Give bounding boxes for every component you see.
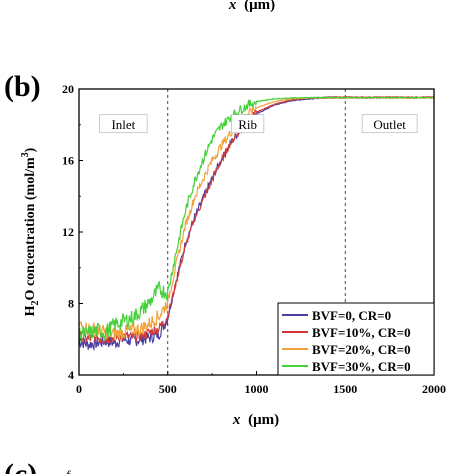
region-label-box — [99, 114, 148, 134]
region-label: Outlet — [373, 117, 406, 132]
legend-label: BVF=30%, CR=0 — [312, 359, 411, 374]
x-axis-label: x (μm) — [232, 412, 279, 428]
legend: BVF=0, CR=0 BVF=10%, CR=0 BVF=20%, CR=0 BVF… — [277, 302, 435, 376]
panel-b-label: (b) — [4, 70, 41, 103]
panel-c-label: (c) — [4, 458, 37, 474]
region-label: Rib — [238, 117, 257, 132]
y-label-sub: 2 — [30, 300, 41, 305]
y-label-part: H — [23, 305, 38, 316]
y-tick-label: 20 — [62, 82, 74, 96]
top-partial-xlabel-unit: (μm) — [244, 0, 275, 13]
axes: 0 500 1000 1500 2000 4 8 12 16 20 — [62, 82, 446, 396]
y-tick-label: 12 — [62, 225, 74, 239]
y-label-sup: 3 — [20, 152, 31, 157]
y-axis-label: H2O concentration (mol/m3) — [20, 147, 41, 316]
y-tick-label: 8 — [68, 297, 74, 311]
legend-label: BVF=10%, CR=0 — [312, 325, 411, 340]
region-label: Inlet — [111, 117, 135, 132]
series-line — [79, 96, 434, 342]
x-tick-label: 500 — [159, 382, 177, 396]
x-axis-label-italic: x — [232, 412, 241, 428]
x-tick-label: 1500 — [333, 382, 357, 396]
y-label-part: O concentration (mol/m — [23, 157, 38, 300]
region-label-box — [361, 114, 418, 134]
x-tick-label: 1000 — [245, 382, 269, 396]
y-tick-label: 16 — [62, 154, 74, 168]
y-tick-label: 4 — [68, 368, 74, 382]
panel-c-fragment: f — [66, 469, 71, 474]
top-partial-xlabel-italic: x — [228, 0, 237, 13]
region-label-box — [231, 114, 265, 134]
y-label-part: ) — [23, 147, 38, 152]
region-labels: Inlet Rib Outlet — [99, 114, 418, 134]
legend-label: BVF=0, CR=0 — [312, 308, 391, 323]
top-partial-xlabel: x (μm) — [228, 0, 275, 13]
x-tick-label: 0 — [76, 382, 82, 396]
legend-label: BVF=20%, CR=0 — [312, 342, 411, 357]
x-axis-label-unit: (μm) — [248, 412, 279, 428]
x-tick-label: 2000 — [422, 382, 446, 396]
series-layer — [79, 95, 434, 352]
